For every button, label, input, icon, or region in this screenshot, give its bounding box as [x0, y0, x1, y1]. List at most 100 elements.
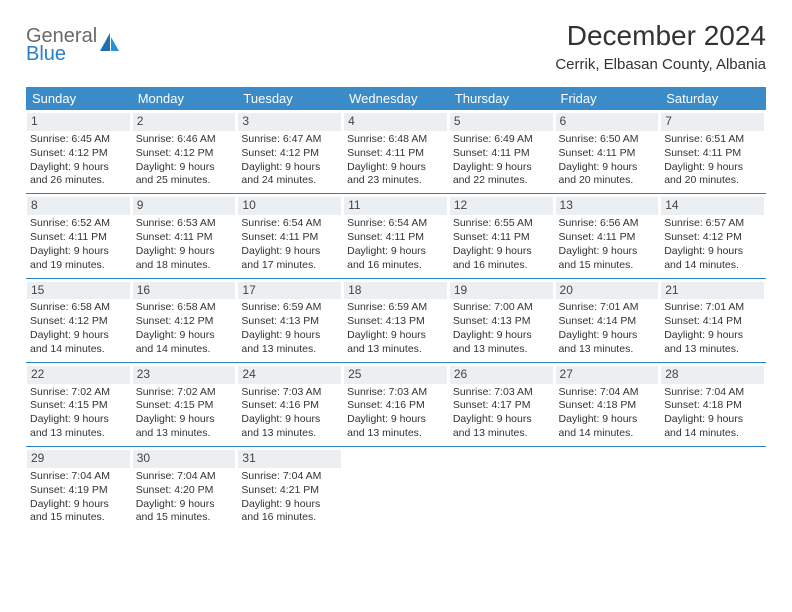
- calendar-day-cell: 24Sunrise: 7:03 AMSunset: 4:16 PMDayligh…: [237, 362, 343, 446]
- weekday-header: Sunday: [26, 87, 132, 110]
- day-number: 13: [556, 197, 659, 215]
- day-number: 26: [450, 366, 553, 384]
- calendar-empty-cell: [555, 447, 661, 531]
- calendar-day-cell: 9 Sunrise: 6:53 AMSunset: 4:11 PMDaylight…: [132, 194, 238, 278]
- calendar-empty-cell: [343, 447, 449, 531]
- day-number: 4: [344, 113, 447, 131]
- day-details: Sunrise: 7:04 AMSunset: 4:19 PMDaylight:…: [27, 470, 130, 525]
- calendar-table: SundayMondayTuesdayWednesdayThursdayFrid…: [26, 87, 766, 530]
- calendar-day-cell: 7 Sunrise: 6:51 AMSunset: 4:11 PMDaylight…: [660, 110, 766, 194]
- calendar-day-cell: 29 Sunrise: 7:04 AMSunset: 4:19 PMDayligh…: [26, 447, 132, 531]
- day-details: Sunrise: 7:02 AMSunset: 4:15 PMDaylight:…: [27, 386, 130, 441]
- day-number: 6: [556, 113, 659, 131]
- day-number: 27: [556, 366, 659, 384]
- day-number: 28: [661, 366, 764, 384]
- day-details: Sunrise: 6:58 AMSunset: 4:12 PMDaylight:…: [133, 301, 236, 356]
- day-number: 12: [450, 197, 553, 215]
- calendar-empty-cell: [449, 447, 555, 531]
- calendar-day-cell: 17Sunrise: 6:59 AMSunset: 4:13 PMDayligh…: [237, 278, 343, 362]
- day-number: 30: [133, 450, 236, 468]
- calendar-week-row: 1Sunrise: 6:45 AMSunset: 4:12 PMDaylight…: [26, 110, 766, 194]
- calendar-week-row: 29 Sunrise: 7:04 AMSunset: 4:19 PMDayligh…: [26, 447, 766, 531]
- calendar-day-cell: 25 Sunrise: 7:03 AMSunset: 4:16 PMDayligh…: [343, 362, 449, 446]
- weekday-header: Thursday: [449, 87, 555, 110]
- calendar-day-cell: 11 Sunrise: 6:54 AMSunset: 4:11 PMDayligh…: [343, 194, 449, 278]
- day-number: 19: [450, 282, 553, 300]
- day-details: Sunrise: 6:46 AMSunset: 4:12 PMDaylight:…: [133, 133, 236, 188]
- day-details: Sunrise: 6:48 AMSunset: 4:11 PMDaylight:…: [344, 133, 447, 188]
- day-details: Sunrise: 6:52 AMSunset: 4:11 PMDaylight:…: [27, 217, 130, 272]
- day-details: Sunrise: 7:03 AMSunset: 4:16 PMDaylight:…: [344, 386, 447, 441]
- day-number: 29: [27, 450, 130, 468]
- day-details: Sunrise: 6:54 AMSunset: 4:11 PMDaylight:…: [344, 217, 447, 272]
- day-number: 5: [450, 113, 553, 131]
- day-number: 17: [238, 282, 341, 300]
- day-number: 14: [661, 197, 764, 215]
- day-details: Sunrise: 6:57 AMSunset: 4:12 PMDaylight:…: [661, 217, 764, 272]
- logo: General Blue: [26, 26, 121, 64]
- day-details: Sunrise: 6:53 AMSunset: 4:11 PMDaylight:…: [133, 217, 236, 272]
- calendar-week-row: 8Sunrise: 6:52 AMSunset: 4:11 PMDaylight…: [26, 194, 766, 278]
- day-details: Sunrise: 6:51 AMSunset: 4:11 PMDaylight:…: [661, 133, 764, 188]
- calendar-day-cell: 21Sunrise: 7:01 AMSunset: 4:14 PMDayligh…: [660, 278, 766, 362]
- day-details: Sunrise: 6:49 AMSunset: 4:11 PMDaylight:…: [450, 133, 553, 188]
- calendar-day-cell: 15Sunrise: 6:58 AMSunset: 4:12 PMDayligh…: [26, 278, 132, 362]
- day-number: 25: [344, 366, 447, 384]
- weekday-header: Tuesday: [237, 87, 343, 110]
- weekday-header: Friday: [555, 87, 661, 110]
- weekday-header-row: SundayMondayTuesdayWednesdayThursdayFrid…: [26, 87, 766, 110]
- day-details: Sunrise: 7:01 AMSunset: 4:14 PMDaylight:…: [556, 301, 659, 356]
- location-label: Cerrik, Elbasan County, Albania: [555, 56, 766, 73]
- day-details: Sunrise: 7:02 AMSunset: 4:15 PMDaylight:…: [133, 386, 236, 441]
- day-details: Sunrise: 7:04 AMSunset: 4:21 PMDaylight:…: [238, 470, 341, 525]
- day-details: Sunrise: 7:03 AMSunset: 4:17 PMDaylight:…: [450, 386, 553, 441]
- calendar-empty-cell: [660, 447, 766, 531]
- calendar-day-cell: 8Sunrise: 6:52 AMSunset: 4:11 PMDaylight…: [26, 194, 132, 278]
- calendar-day-cell: 3 Sunrise: 6:47 AMSunset: 4:12 PMDaylight…: [237, 110, 343, 194]
- calendar-day-cell: 23Sunrise: 7:02 AMSunset: 4:15 PMDayligh…: [132, 362, 238, 446]
- day-details: Sunrise: 6:56 AMSunset: 4:11 PMDaylight:…: [556, 217, 659, 272]
- calendar-week-row: 15Sunrise: 6:58 AMSunset: 4:12 PMDayligh…: [26, 278, 766, 362]
- weekday-header: Saturday: [660, 87, 766, 110]
- day-number: 31: [238, 450, 341, 468]
- day-number: 18: [344, 282, 447, 300]
- calendar-day-cell: 12Sunrise: 6:55 AMSunset: 4:11 PMDayligh…: [449, 194, 555, 278]
- day-number: 10: [238, 197, 341, 215]
- logo-text-bottom: Blue: [26, 44, 97, 64]
- calendar-day-cell: 22 Sunrise: 7:02 AMSunset: 4:15 PMDayligh…: [26, 362, 132, 446]
- calendar-page: General Blue December 2024 Cerrik, Elbas…: [0, 0, 792, 540]
- calendar-day-cell: 1Sunrise: 6:45 AMSunset: 4:12 PMDaylight…: [26, 110, 132, 194]
- weekday-header: Monday: [132, 87, 238, 110]
- day-details: Sunrise: 6:58 AMSunset: 4:12 PMDaylight:…: [27, 301, 130, 356]
- day-number: 24: [238, 366, 341, 384]
- day-details: Sunrise: 6:50 AMSunset: 4:11 PMDaylight:…: [556, 133, 659, 188]
- calendar-day-cell: 26 Sunrise: 7:03 AMSunset: 4:17 PMDayligh…: [449, 362, 555, 446]
- day-number: 16: [133, 282, 236, 300]
- day-number: 9: [133, 197, 236, 215]
- calendar-day-cell: 10Sunrise: 6:54 AMSunset: 4:11 PMDayligh…: [237, 194, 343, 278]
- calendar-day-cell: 28Sunrise: 7:04 AMSunset: 4:18 PMDayligh…: [660, 362, 766, 446]
- logo-text: General Blue: [26, 26, 97, 64]
- day-details: Sunrise: 6:59 AMSunset: 4:13 PMDaylight:…: [344, 301, 447, 356]
- day-number: 11: [344, 197, 447, 215]
- weekday-header: Wednesday: [343, 87, 449, 110]
- day-details: Sunrise: 6:47 AMSunset: 4:12 PMDaylight:…: [238, 133, 341, 188]
- day-details: Sunrise: 7:00 AMSunset: 4:13 PMDaylight:…: [450, 301, 553, 356]
- day-number: 15: [27, 282, 130, 300]
- title-block: December 2024 Cerrik, Elbasan County, Al…: [555, 20, 766, 73]
- calendar-day-cell: 27 Sunrise: 7:04 AMSunset: 4:18 PMDayligh…: [555, 362, 661, 446]
- day-number: 22: [27, 366, 130, 384]
- calendar-day-cell: 18Sunrise: 6:59 AMSunset: 4:13 PMDayligh…: [343, 278, 449, 362]
- day-number: 3: [238, 113, 341, 131]
- day-number: 7: [661, 113, 764, 131]
- calendar-day-cell: 31 Sunrise: 7:04 AMSunset: 4:21 PMDayligh…: [237, 447, 343, 531]
- day-details: Sunrise: 7:01 AMSunset: 4:14 PMDaylight:…: [661, 301, 764, 356]
- calendar-day-cell: 16Sunrise: 6:58 AMSunset: 4:12 PMDayligh…: [132, 278, 238, 362]
- header: General Blue December 2024 Cerrik, Elbas…: [26, 20, 766, 73]
- day-number: 1: [27, 113, 130, 131]
- day-details: Sunrise: 7:04 AMSunset: 4:18 PMDaylight:…: [556, 386, 659, 441]
- page-title: December 2024: [555, 20, 766, 52]
- calendar-day-cell: 19Sunrise: 7:00 AMSunset: 4:13 PMDayligh…: [449, 278, 555, 362]
- calendar-day-cell: 20Sunrise: 7:01 AMSunset: 4:14 PMDayligh…: [555, 278, 661, 362]
- calendar-day-cell: 2Sunrise: 6:46 AMSunset: 4:12 PMDaylight…: [132, 110, 238, 194]
